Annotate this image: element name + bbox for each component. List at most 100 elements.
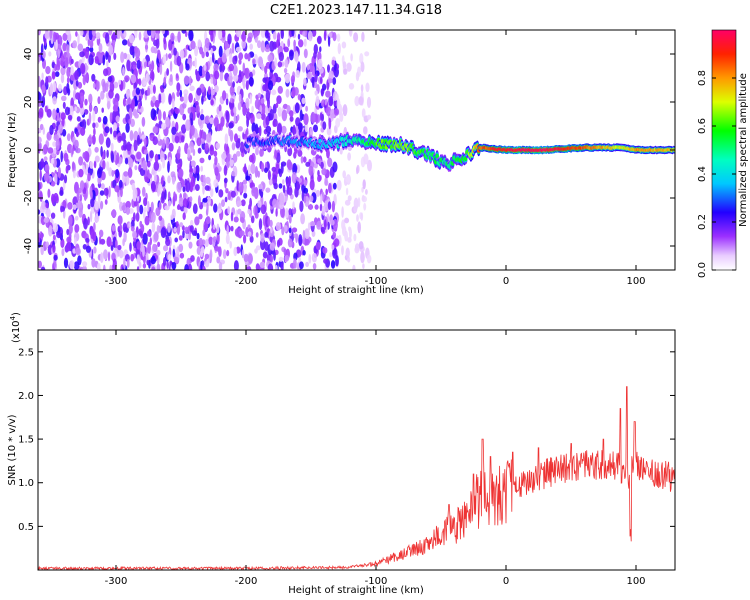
noise-blob <box>106 100 111 109</box>
noise-blob <box>88 54 94 66</box>
noise-blob <box>365 82 370 93</box>
noise-blob <box>55 138 60 151</box>
noise-blob <box>129 130 134 142</box>
noise-blob <box>327 64 330 73</box>
noise-blob <box>70 65 74 76</box>
noise-blob <box>255 232 259 238</box>
noise-blob <box>171 126 177 135</box>
noise-blob <box>126 98 132 105</box>
noise-blob <box>195 104 200 114</box>
noise-blob <box>210 30 214 42</box>
noise-blob <box>121 132 126 142</box>
noise-blob <box>230 97 233 103</box>
noise-blob <box>197 147 202 154</box>
colorbar-tick-label: 0.8 <box>697 70 708 86</box>
noise-blob <box>214 70 220 80</box>
noise-blob <box>305 105 308 112</box>
noise-blob <box>275 208 278 217</box>
noise-blob <box>190 219 194 227</box>
noise-blob <box>93 246 97 254</box>
noise-blob <box>168 39 173 51</box>
noise-blob <box>245 97 250 110</box>
noise-blob <box>325 90 331 98</box>
noise-blob <box>204 253 210 260</box>
noise-blob <box>89 210 93 223</box>
noise-blob <box>70 58 74 65</box>
noise-blob <box>195 165 200 174</box>
noise-blob <box>53 31 57 43</box>
noise-blob <box>224 41 229 50</box>
noise-blob <box>74 224 80 233</box>
noise-blob <box>329 252 332 258</box>
noise-blob <box>212 224 216 230</box>
noise-blob <box>294 50 299 62</box>
noise-blob <box>339 147 343 155</box>
noise-blob <box>52 81 57 93</box>
noise-blob <box>176 82 181 92</box>
noise-blob <box>177 31 181 43</box>
noise-blob <box>77 33 80 45</box>
noise-blob <box>292 126 297 136</box>
noise-blob <box>41 95 46 107</box>
noise-blob <box>328 117 332 130</box>
noise-blob <box>166 260 169 269</box>
noise-blob <box>255 147 259 156</box>
noise-blob <box>52 108 57 120</box>
noise-blob <box>262 182 266 190</box>
noise-blob <box>204 143 209 151</box>
noise-blob <box>241 249 245 259</box>
noise-blob <box>205 51 209 58</box>
noise-blob <box>165 137 170 149</box>
noise-blob <box>244 163 247 175</box>
noise-blob <box>282 103 288 110</box>
noise-blob <box>71 148 74 155</box>
noise-blob <box>85 237 90 243</box>
noise-blob <box>181 225 185 231</box>
noise-blob <box>104 126 110 134</box>
noise-blob <box>201 95 204 105</box>
noise-blob <box>348 30 353 37</box>
noise-blob <box>82 244 87 250</box>
noise-blob <box>52 244 56 254</box>
noise-blob <box>336 179 342 191</box>
x-tick-label: 100 <box>626 276 645 287</box>
noise-blob <box>167 160 170 173</box>
noise-blob <box>38 100 42 107</box>
noise-blob <box>280 262 284 270</box>
noise-blob <box>56 232 62 239</box>
noise-blob <box>143 149 148 155</box>
noise-blob <box>178 235 183 241</box>
noise-blob <box>225 188 229 194</box>
noise-blob <box>358 241 364 250</box>
x-tick-label: -200 <box>235 276 258 287</box>
noise-blob <box>46 133 50 140</box>
noise-blob <box>202 201 208 207</box>
noise-blob <box>292 201 295 210</box>
y-tick-label: 20 <box>23 96 34 109</box>
noise-blob <box>174 135 180 144</box>
noise-blob <box>227 191 232 201</box>
noise-blob <box>202 197 208 203</box>
noise-blob <box>240 199 246 207</box>
noise-blob <box>197 39 202 48</box>
noise-blob <box>233 115 237 123</box>
noise-blob <box>74 106 78 112</box>
noise-blob <box>284 254 290 262</box>
noise-blob <box>150 69 155 80</box>
noise-blob <box>87 136 93 145</box>
noise-blob <box>51 193 55 204</box>
noise-blob <box>40 158 45 169</box>
noise-blob <box>78 168 84 178</box>
noise-blob <box>317 58 323 70</box>
noise-blob <box>41 200 46 210</box>
noise-blob <box>102 81 107 93</box>
noise-blob <box>216 223 220 234</box>
noise-blob <box>38 136 42 144</box>
noise-blob <box>39 191 43 202</box>
x-tick-label: 0 <box>503 276 509 287</box>
noise-blob <box>324 219 327 231</box>
noise-blob <box>162 111 166 121</box>
noise-blob <box>77 81 83 89</box>
noise-blob <box>117 135 123 142</box>
y-tick-label: 2.0 <box>18 391 34 402</box>
